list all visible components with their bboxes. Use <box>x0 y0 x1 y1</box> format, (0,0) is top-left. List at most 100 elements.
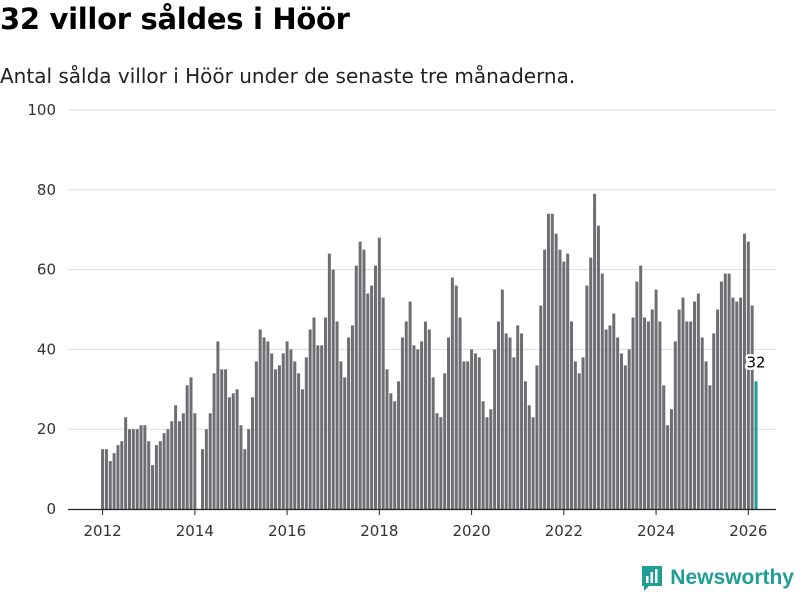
bar-2022-08 <box>589 257 593 509</box>
bar-2023-09 <box>639 265 643 509</box>
bar-2017-07 <box>354 265 358 509</box>
bar-2021-01 <box>516 325 520 509</box>
bar-2017-01 <box>331 269 335 509</box>
bar-2013-09 <box>177 421 181 509</box>
bars <box>101 193 758 510</box>
bar-2013-12 <box>189 377 193 509</box>
bar-2017-03 <box>339 361 343 509</box>
bar-2021-04 <box>527 405 531 509</box>
bar-2013-01 <box>147 441 151 509</box>
bar-2020-01 <box>470 349 474 509</box>
bar-2017-05 <box>347 337 351 509</box>
chart-title: 32 villor såldes i Höör <box>0 2 350 36</box>
bar-2014-04 <box>204 429 208 509</box>
bar-2024-07 <box>677 309 681 509</box>
y-tick-label-100: 100 <box>27 101 56 119</box>
bar-2018-08 <box>404 321 408 509</box>
x-axis-labels: 2012 2014 2016 2018 2020 2022 2024 2026 <box>83 522 767 540</box>
bar-2012-01 <box>101 449 105 509</box>
bar-2019-04 <box>435 413 439 509</box>
bar-2013-07 <box>170 421 174 509</box>
bar-2012-04 <box>112 453 116 509</box>
y-tick-label-40: 40 <box>37 340 56 358</box>
bar-2017-10 <box>366 293 370 509</box>
bar-2023-04 <box>619 353 623 509</box>
bar-2021-10 <box>550 213 554 510</box>
bar-2014-03 <box>201 449 205 509</box>
bar-2015-09 <box>270 353 274 509</box>
bar-2025-12 <box>742 233 746 509</box>
bar-2026-01 <box>746 241 750 510</box>
bar-2023-03 <box>616 337 620 509</box>
bar-2025-05 <box>716 309 720 509</box>
bar-2015-12 <box>281 353 285 509</box>
bar-2016-01 <box>285 341 289 509</box>
bar-2025-03 <box>708 385 712 509</box>
bar-2026-02 <box>750 305 754 509</box>
bar-2017-11 <box>370 285 374 509</box>
bar-2019-06 <box>443 373 447 509</box>
bar-2021-08 <box>543 249 547 509</box>
bar-2022-12 <box>604 329 608 509</box>
bar-2016-04 <box>297 373 301 509</box>
bar-2023-08 <box>635 281 639 509</box>
bar-2023-06 <box>627 349 631 509</box>
bar-2022-03 <box>570 321 574 509</box>
bar-2022-11 <box>600 273 604 509</box>
bar-2026-03 <box>754 381 758 509</box>
bar-2012-10 <box>135 429 139 509</box>
bar-2023-02 <box>612 313 616 509</box>
bar-2012-02 <box>104 449 108 509</box>
bar-2015-11 <box>277 365 281 509</box>
bar-2012-07 <box>124 417 128 509</box>
newsworthy-brand[interactable]: Newsworthy <box>640 564 794 592</box>
bar-2021-05 <box>531 417 535 509</box>
bar-2018-11 <box>416 349 420 509</box>
bar-2017-02 <box>335 321 339 509</box>
bar-2013-02 <box>151 465 155 509</box>
bar-2014-08 <box>220 369 224 509</box>
brand-name: Newsworthy <box>670 566 794 589</box>
bar-2018-09 <box>408 301 412 509</box>
bar-2018-07 <box>400 337 404 509</box>
bar-2015-06 <box>258 329 262 509</box>
bar-2016-07 <box>308 329 312 509</box>
x-axis <box>68 508 776 515</box>
bar-2020-06 <box>489 409 493 509</box>
bar-2017-09 <box>362 249 366 509</box>
bar-2020-10 <box>504 333 508 509</box>
bar-2015-02 <box>243 449 247 509</box>
bar-2023-11 <box>646 321 650 509</box>
bar-2023-12 <box>650 309 654 509</box>
bar-2013-08 <box>174 405 178 509</box>
bar-2025-01 <box>700 337 704 509</box>
bar-2024-06 <box>673 341 677 509</box>
bar-2016-05 <box>300 389 304 509</box>
bar-2025-10 <box>735 301 739 509</box>
bar-2014-01 <box>193 413 197 509</box>
bar-2019-09 <box>454 285 458 509</box>
bar-2024-09 <box>685 321 689 509</box>
bar-2019-01 <box>423 321 427 509</box>
bar-2019-07 <box>447 337 451 509</box>
bar-2017-08 <box>358 241 362 510</box>
bar-2018-01 <box>377 237 381 509</box>
bar-2015-04 <box>251 397 254 509</box>
bar-2015-07 <box>262 337 266 509</box>
y-tick-label-60: 60 <box>37 261 56 279</box>
bar-2021-12 <box>558 249 562 509</box>
bar-2014-11 <box>231 393 235 509</box>
chart-subtitle: Antal sålda villor i Höör under de senas… <box>0 64 576 88</box>
bar-2022-07 <box>585 285 589 509</box>
bar-2021-11 <box>554 233 558 509</box>
bar-2014-05 <box>208 413 212 509</box>
y-axis-labels: 0 20 40 60 80 100 <box>27 101 56 518</box>
bar-2020-07 <box>493 349 497 509</box>
bar-2021-06 <box>535 365 539 509</box>
bar-2022-04 <box>573 361 577 509</box>
bar-2015-08 <box>266 341 270 509</box>
bar-2019-08 <box>450 277 454 509</box>
bar-2019-11 <box>462 361 466 509</box>
bar-2012-05 <box>116 445 120 509</box>
